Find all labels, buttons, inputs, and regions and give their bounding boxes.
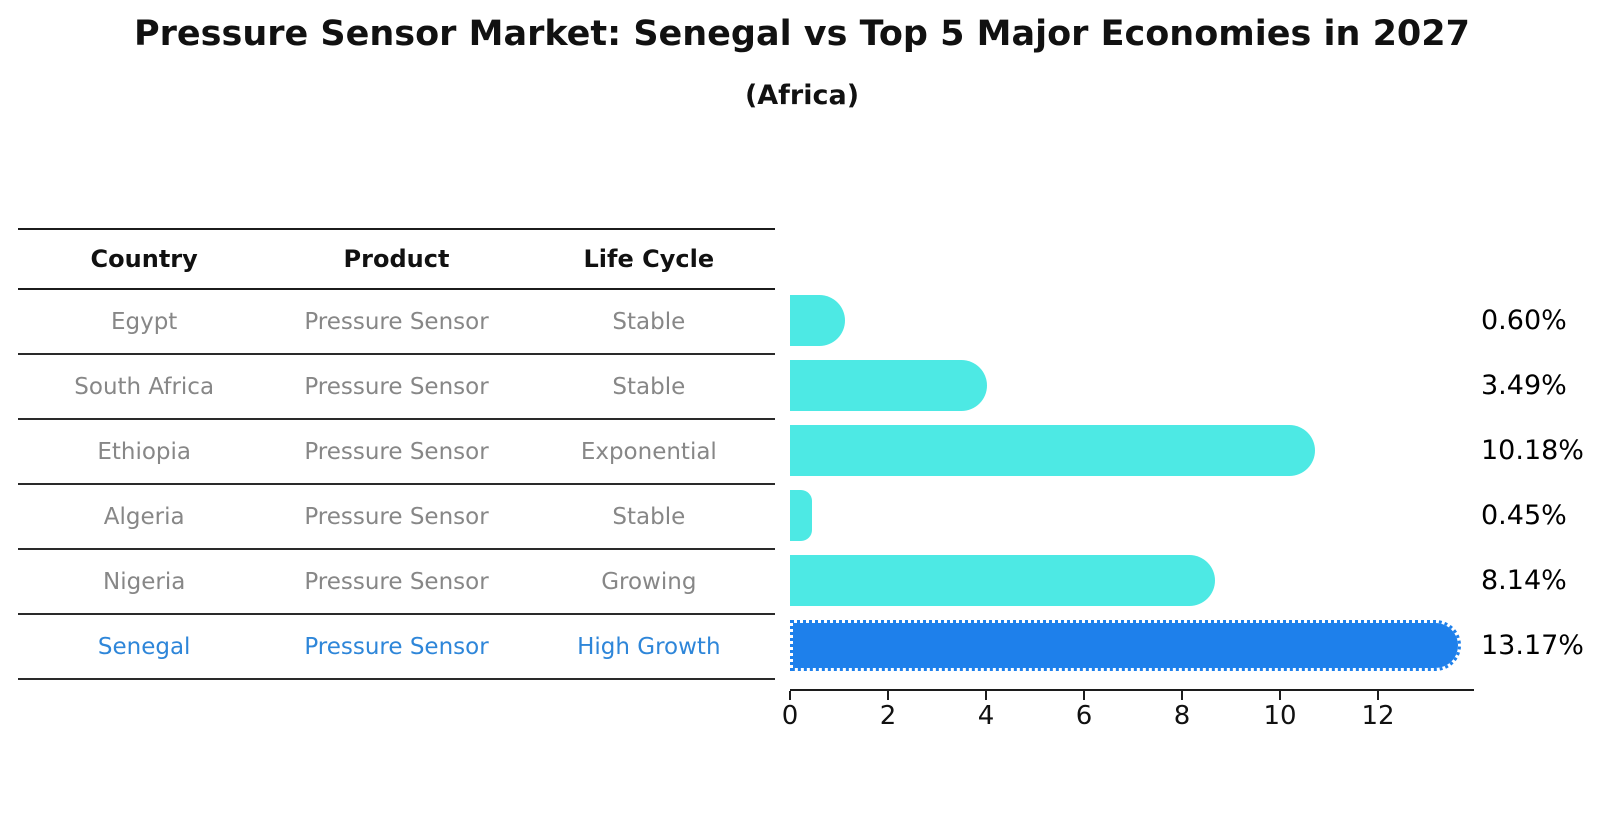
table-row-south-africa: South Africa Pressure Sensor Stable bbox=[18, 355, 775, 420]
cell-life-cycle: Stable bbox=[612, 503, 686, 530]
x-tick-label: 2 bbox=[879, 701, 897, 731]
x-tick-label: 12 bbox=[1361, 701, 1395, 731]
x-tick-mark bbox=[1377, 691, 1379, 700]
x-axis-line bbox=[790, 689, 1474, 691]
cell-product: Pressure Sensor bbox=[304, 633, 489, 660]
cell-product: Pressure Sensor bbox=[304, 568, 489, 595]
info-table: Country Product Life Cycle Egypt Pressure… bbox=[18, 228, 775, 680]
cell-product: Pressure Sensor bbox=[304, 503, 489, 530]
cell-life-cycle: Stable bbox=[612, 308, 686, 335]
table-row-senegal: Senegal Pressure Sensor High Growth bbox=[18, 615, 775, 680]
value-label-senegal: 13.17% bbox=[1481, 630, 1584, 661]
bar-algeria bbox=[790, 490, 813, 541]
cell-life-cycle: Exponential bbox=[580, 438, 717, 465]
table-header-row: Country Product Life Cycle bbox=[18, 230, 775, 290]
cell-country: South Africa bbox=[74, 373, 215, 400]
table-row-ethiopia: Ethiopia Pressure Sensor Exponential bbox=[18, 420, 775, 485]
bar-senegal bbox=[790, 620, 1462, 671]
chart-subtitle: (Africa) bbox=[744, 80, 860, 111]
x-tick-mark bbox=[789, 691, 791, 700]
x-tick-mark bbox=[887, 691, 889, 700]
table-row-algeria: Algeria Pressure Sensor Stable bbox=[18, 485, 775, 550]
column-header-country: Country bbox=[90, 245, 198, 273]
cell-product: Pressure Sensor bbox=[304, 373, 489, 400]
value-label-nigeria: 8.14% bbox=[1481, 565, 1567, 596]
table-body: Egypt Pressure Sensor Stable South Africa Pr… bbox=[18, 290, 775, 680]
column-header-product: Product bbox=[343, 245, 450, 273]
cell-country: Nigeria bbox=[103, 568, 186, 595]
x-tick-label: 6 bbox=[1075, 701, 1093, 731]
x-tick-label: 0 bbox=[781, 701, 799, 731]
bar-plot-area bbox=[790, 288, 1490, 678]
bar-south-africa bbox=[790, 360, 987, 411]
value-label-ethiopia: 10.18% bbox=[1481, 435, 1584, 466]
bar-nigeria bbox=[790, 555, 1215, 606]
column-header-life-cycle: Life Cycle bbox=[583, 245, 715, 273]
table-row-egypt: Egypt Pressure Sensor Stable bbox=[18, 290, 775, 355]
x-tick-mark bbox=[1181, 691, 1183, 700]
value-label-algeria: 0.45% bbox=[1481, 500, 1567, 531]
x-tick-label: 10 bbox=[1263, 701, 1297, 731]
x-tick-label: 8 bbox=[1173, 701, 1191, 731]
cell-country: Ethiopia bbox=[97, 438, 191, 465]
table-row-nigeria: Nigeria Pressure Sensor Growing bbox=[18, 550, 775, 615]
cell-life-cycle: Growing bbox=[601, 568, 697, 595]
cell-country: Egypt bbox=[110, 308, 178, 335]
cell-country: Algeria bbox=[103, 503, 185, 530]
x-tick-mark bbox=[1279, 691, 1281, 700]
x-tick-mark bbox=[985, 691, 987, 700]
bar-egypt bbox=[790, 295, 846, 346]
cell-product: Pressure Sensor bbox=[304, 308, 489, 335]
x-tick-mark bbox=[1083, 691, 1085, 700]
cell-product: Pressure Sensor bbox=[304, 438, 489, 465]
value-label-egypt: 0.60% bbox=[1481, 305, 1567, 336]
value-label-south-africa: 3.49% bbox=[1481, 370, 1567, 401]
cell-life-cycle: High Growth bbox=[577, 633, 721, 660]
bar-ethiopia bbox=[790, 425, 1315, 476]
x-tick-label: 4 bbox=[977, 701, 995, 731]
chart-title: Pressure Sensor Market: Senegal vs Top 5… bbox=[134, 14, 1470, 54]
value-labels: 0.60% 3.49% 10.18% 0.45% 8.14% 13.17% bbox=[1481, 288, 1601, 678]
cell-country: Senegal bbox=[97, 633, 191, 660]
cell-life-cycle: Stable bbox=[612, 373, 686, 400]
